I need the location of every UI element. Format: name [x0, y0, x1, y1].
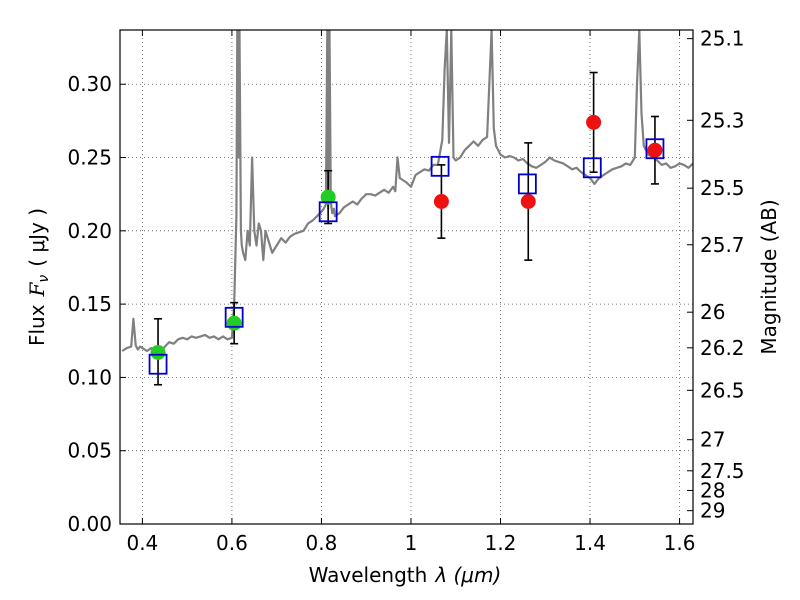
green-point-2: [320, 189, 336, 205]
y2-tick-label-3: 25.7: [700, 233, 745, 257]
y2-axis-title: Magnitude (AB): [757, 199, 781, 354]
y-axis-title-unit: ( μJy ): [25, 208, 49, 267]
y2-tick-label-8: 27.5: [700, 459, 745, 483]
y-tick-label-5: 0.25: [67, 146, 112, 170]
x-axis-ticks: 0.4 0.6 0.8 1 1.2 1.4 1.6: [126, 30, 695, 555]
y2-tick-label-10: 29: [700, 499, 725, 523]
y2-tick-label-0: 25.1: [700, 27, 745, 51]
x-tick-label-3: 1: [405, 531, 418, 555]
plot-area: [120, 30, 693, 524]
green-point-0: [150, 344, 166, 360]
model-boxes: [148, 138, 665, 375]
model-box-4: [517, 173, 537, 195]
y-tick-label-1: 0.05: [67, 439, 112, 463]
data-points: [150, 114, 663, 360]
green-point-1: [226, 315, 242, 331]
y-axis-ticks: 0.00 0.05 0.10 0.15 0.20 0.25 0.30: [67, 72, 126, 536]
y2-tick-label-5: 26.2: [700, 336, 745, 360]
model-box-6: [645, 138, 665, 160]
y-axis-title-text: Flux: [25, 304, 49, 346]
model-box-1: [224, 306, 244, 328]
spectrum-line: [121, 30, 693, 354]
plot-frame: [119, 29, 694, 525]
x-axis-title: Wavelength λ (μm): [309, 563, 502, 587]
y-axis-title-symbol: F: [25, 281, 49, 297]
x-tick-label-1: 0.6: [216, 531, 248, 555]
spectrum-layer: [121, 30, 693, 354]
model-box-5: [582, 157, 602, 179]
model-box-0: [148, 353, 168, 375]
red-point-3: [647, 142, 663, 158]
x-axis-title-math: λ (μm): [434, 563, 501, 587]
x-tick-label-5: 1.4: [574, 531, 606, 555]
y-axis-title: Flux Fν ( μJy ): [25, 208, 52, 346]
y-tick-label-0: 0.00: [67, 512, 112, 536]
x-tick-label-4: 1.2: [485, 531, 517, 555]
y2-tick-label-1: 25.3: [700, 108, 745, 132]
x-axis-title-text: Wavelength: [309, 563, 428, 587]
y-tick-label-4: 0.20: [67, 219, 112, 243]
model-box-2: [318, 201, 338, 223]
y-tick-label-2: 0.10: [67, 365, 112, 389]
y-axis-title-subscript: ν: [36, 275, 52, 283]
y2-tick-label-9: 28: [700, 478, 725, 502]
red-point-0: [433, 194, 449, 210]
y-tick-label-6: 0.30: [67, 72, 112, 96]
y-tick-label-3: 0.15: [67, 292, 112, 316]
x-tick-label-0: 0.4: [126, 531, 158, 555]
y2-tick-label-6: 26.5: [700, 378, 745, 402]
red-point-1: [520, 194, 536, 210]
red-point-2: [586, 114, 602, 130]
y2-tick-label-2: 25.5: [700, 176, 745, 200]
x-tick-label-2: 0.8: [306, 531, 338, 555]
x-tick-label-6: 1.6: [664, 531, 696, 555]
y2-tick-label-7: 27: [700, 428, 725, 452]
y2-tick-label-4: 26: [700, 300, 725, 324]
model-box-3: [430, 155, 450, 177]
